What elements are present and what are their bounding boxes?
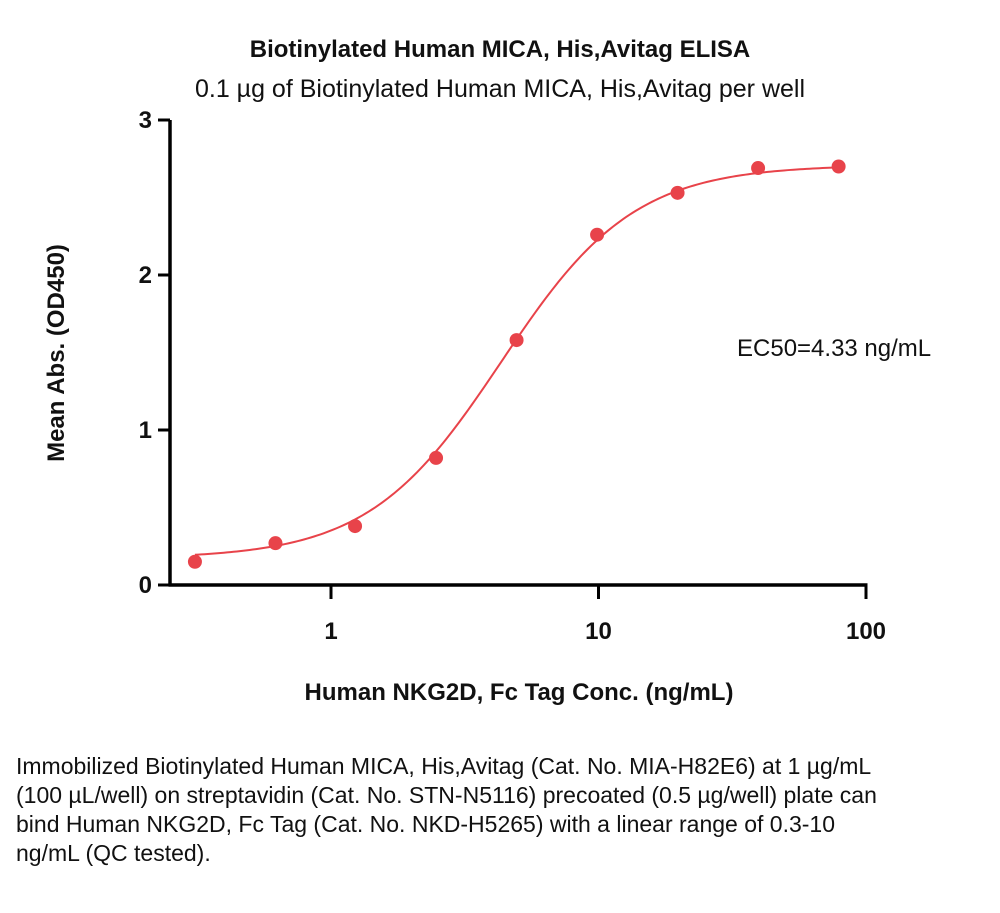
chart-plot: 0 1 2 3 1 10 100 Mean Abs. (OD450) Human NKG2D…	[43, 107, 931, 706]
data-point	[268, 536, 283, 551]
chart-axes: 0 1 2 3 1 10 100	[139, 107, 886, 645]
data-point	[348, 519, 363, 534]
data-point	[187, 554, 202, 569]
x-tick-label: 1	[324, 618, 337, 645]
data-point	[751, 161, 766, 176]
figure-caption: Immobilized Biotinylated Human MICA, His…	[16, 753, 877, 866]
data-point	[509, 333, 524, 348]
data-point	[670, 185, 685, 200]
y-tick-label: 3	[139, 107, 152, 134]
chart-title: Biotinylated Human MICA, His,Avitag ELIS…	[249, 36, 751, 63]
x-tick-label: 10	[585, 618, 612, 645]
x-tick-label: 100	[846, 618, 886, 645]
y-tick-label: 0	[139, 572, 152, 599]
data-point	[429, 450, 444, 465]
y-tick-label: 1	[139, 417, 152, 444]
y-tick-label: 2	[139, 262, 152, 289]
x-axis-title: Human NKG2D, Fc Tag Conc. (ng/mL)	[305, 679, 734, 706]
data-points	[187, 159, 846, 569]
chart-subtitle: 0.1 µg of Biotinylated Human MICA, His,A…	[194, 75, 806, 103]
data-point	[831, 159, 846, 174]
ec50-annotation: EC50=4.33 ng/mL	[737, 335, 931, 362]
data-point	[590, 227, 605, 242]
y-axis-title: Mean Abs. (OD450)	[43, 244, 70, 462]
